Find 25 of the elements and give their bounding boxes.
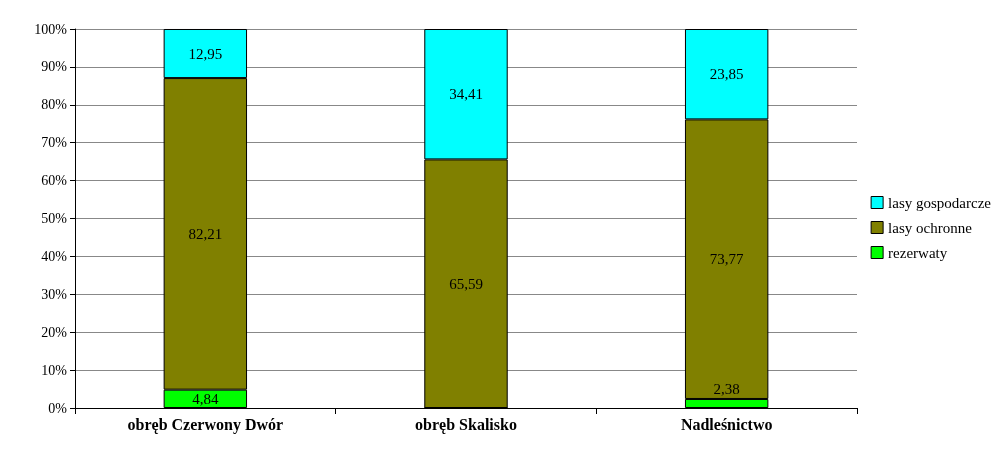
- y-tick-label: 40%: [41, 248, 68, 264]
- data-label: 4,84: [192, 390, 219, 407]
- y-tick-label: 30%: [41, 286, 68, 302]
- y-tick-label: 70%: [41, 135, 68, 151]
- x-tick-label: obręb Skalisko: [415, 415, 517, 434]
- x-tick-label: obręb Czerwony Dwór: [127, 415, 284, 434]
- data-label: 2,38: [713, 381, 740, 398]
- legend-label: lasy ochronne: [888, 219, 973, 236]
- data-label: 65,59: [449, 275, 483, 292]
- y-tick-label: 100%: [34, 21, 68, 37]
- y-tick-label: 50%: [41, 211, 68, 226]
- data-label: 12,95: [188, 45, 223, 62]
- y-tick-label: 60%: [41, 173, 68, 189]
- y-tick-label: 0%: [48, 400, 68, 416]
- y-tick-label: 90%: [41, 59, 68, 75]
- data-label: 73,77: [709, 251, 745, 268]
- legend-label: rezerwaty: [888, 244, 948, 261]
- y-tick-label: 20%: [41, 324, 68, 340]
- data-label: 34,41: [449, 86, 483, 103]
- data-label: 82,21: [188, 225, 223, 242]
- y-tick-label: 80%: [41, 97, 68, 113]
- data-label: 23,85: [709, 66, 744, 83]
- legend-label: lasy gospodarcze: [888, 194, 992, 211]
- y-tick-label: 10%: [41, 362, 68, 378]
- x-tick-label: Nadleśnictwo: [680, 415, 773, 433]
